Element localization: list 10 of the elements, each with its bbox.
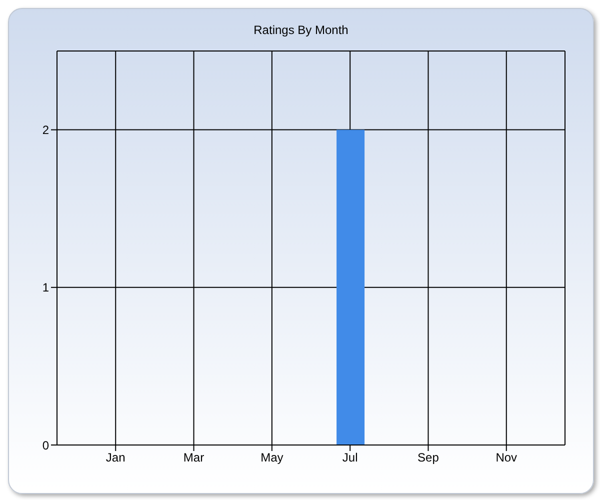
x-tick-label: May bbox=[260, 450, 284, 465]
chart-title: Ratings By Month bbox=[252, 22, 350, 39]
y-tick-label: 0 bbox=[42, 438, 50, 452]
x-tick-label: Nov bbox=[496, 450, 518, 465]
x-tick-label: Jul bbox=[342, 450, 358, 465]
y-tick-label: 1 bbox=[42, 280, 50, 295]
x-tick-label: Jan bbox=[106, 450, 126, 465]
x-tick-label: Sep bbox=[418, 450, 440, 465]
x-tick-label: Mar bbox=[183, 450, 204, 465]
y-tick-label: 2 bbox=[42, 123, 50, 138]
